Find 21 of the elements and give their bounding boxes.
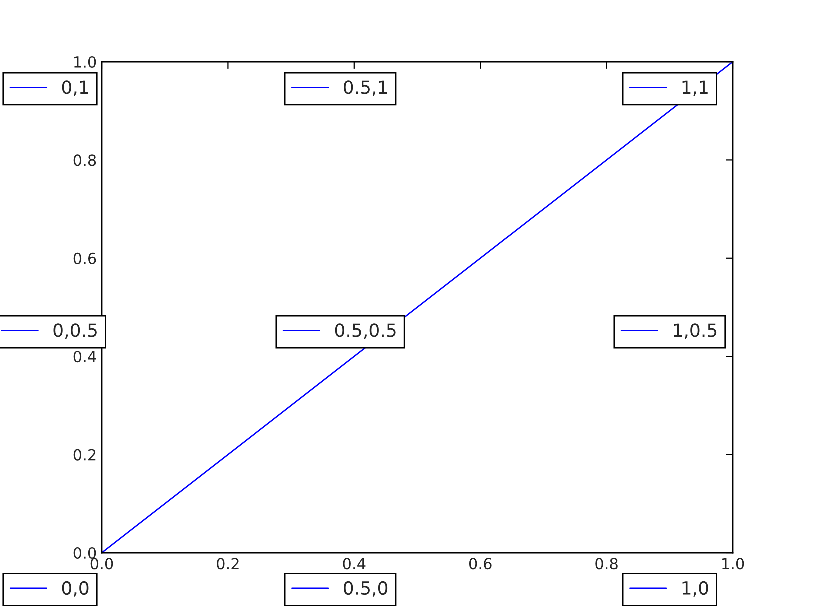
x-tick-label: 0.4 (343, 558, 366, 570)
y-tick-label: 0.4 (74, 351, 96, 363)
text: 0,0 (62, 581, 89, 597)
y-tick-label: 0.8 (74, 154, 96, 166)
text: 0,0.5 (54, 324, 97, 340)
x-tick-label: 0.2 (217, 558, 239, 570)
y-tick-label: 1.0 (74, 56, 96, 68)
annotation: 0.5,0.5 (335, 324, 396, 340)
x-tick-label: 1.0 (722, 558, 744, 570)
x-tick-label: 0.8 (596, 558, 618, 570)
annotation: 1,0.5 (674, 324, 717, 340)
text: 1,0 (682, 581, 708, 597)
annotation: 1,1 (682, 80, 708, 96)
y-tick-label: 0.2 (74, 449, 96, 461)
text: 0,1 (62, 80, 88, 96)
annotation: 0.5,1 (344, 80, 388, 96)
text: 0.5,0 (344, 581, 388, 597)
x-tick-label: 0.6 (469, 558, 492, 570)
y-tick-label: 0.6 (74, 252, 96, 264)
x-tick-label: 0.0 (90, 558, 114, 570)
y-tick-label: 0.0 (74, 547, 96, 560)
